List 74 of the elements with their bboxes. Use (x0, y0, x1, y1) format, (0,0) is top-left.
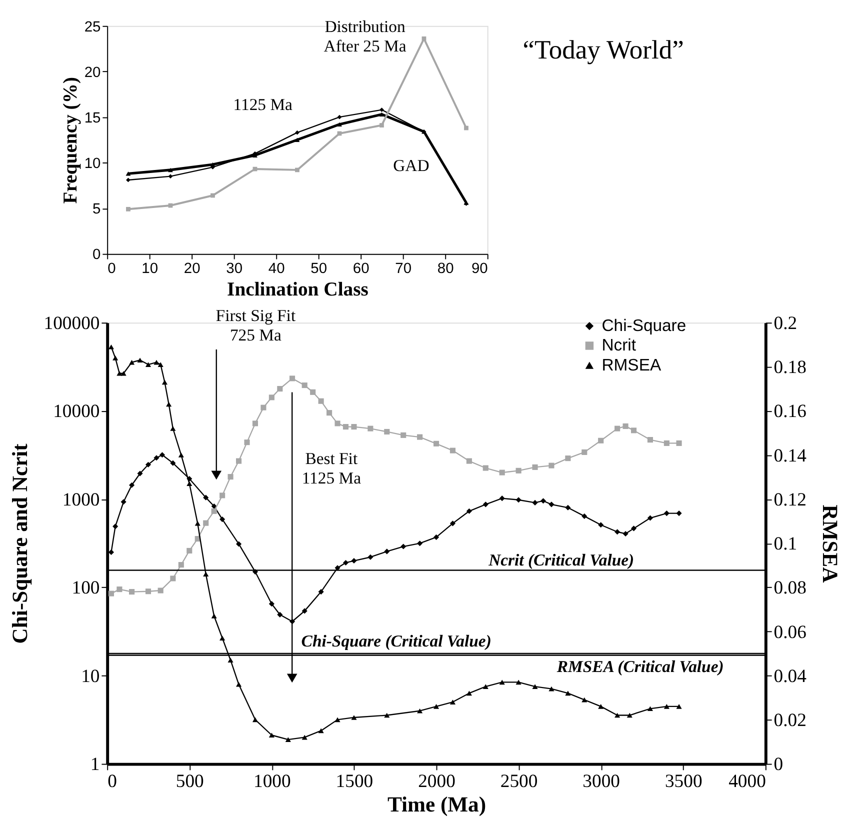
x-tick-label: 0 (108, 770, 117, 792)
y-tick-label: 10 (81, 666, 100, 687)
x-tick-label: 70 (395, 261, 412, 277)
point (380, 108, 384, 112)
x-tick-label: 1500 (336, 770, 374, 792)
x-axis-title: Time (Ma) (387, 792, 486, 816)
legend-label: Ncrit (602, 336, 636, 355)
text: “Today World” (522, 34, 684, 64)
y-tick-label: 15 (84, 110, 101, 126)
point (337, 114, 342, 120)
x-tick-label: 40 (268, 261, 285, 277)
y-tick-label: 10000 (53, 401, 100, 422)
ref-line-label: Ncrit (Critical Value) (488, 550, 634, 570)
point (210, 193, 215, 198)
x-tick-label: 500 (176, 770, 204, 792)
point (422, 36, 426, 41)
y-tick-label: 20 (84, 64, 101, 81)
y2-tick-label: 0.08 (774, 578, 806, 599)
point (294, 138, 300, 142)
y-tick-label: 1000 (62, 489, 100, 510)
y2-axis-title: RMSEA (818, 504, 842, 584)
y2-tick-label: 0 (774, 754, 784, 776)
y-tick-label: 100 (72, 578, 100, 599)
x-tick-label: 2500 (500, 770, 538, 792)
x-tick-label: 4000 (728, 770, 766, 792)
annotation: First Sig Fit 725 Ma (216, 306, 296, 345)
y2-tick-label: 0.18 (774, 357, 806, 378)
y-axis-title: Frequency (%) (59, 76, 82, 204)
point (126, 206, 130, 212)
x-tick-label: 30 (226, 261, 243, 277)
y-tick-label: 0 (92, 247, 101, 264)
point (295, 130, 300, 135)
series-label: 1125 Ma (233, 94, 294, 114)
series-label: Distribution After 25 Ma (324, 16, 407, 56)
x-tick-label: 3000 (582, 770, 620, 792)
point (464, 126, 468, 130)
x-tick-label: 90 (471, 261, 488, 277)
y2-tick-label: 0.04 (774, 666, 808, 687)
ref-line-label: RMSEA (Critical Value) (556, 657, 724, 676)
y2-tick-label: 0.1 (774, 534, 798, 555)
x-tick-label: 2000 (418, 770, 456, 792)
y2-tick-label: 0.12 (774, 489, 806, 510)
point (126, 178, 130, 182)
legend-label: RMSEA (602, 355, 662, 374)
y-tick-label: 5 (92, 202, 101, 218)
x-tick-label: 60 (352, 261, 370, 277)
y2-tick-label: 0.2 (774, 313, 798, 334)
y-tick-label: 10 (84, 156, 101, 172)
annotation: Best Fit 1125 Ma (302, 448, 362, 488)
point (295, 168, 300, 172)
legend-label: Chi-Square (602, 316, 686, 335)
y-tick-label: 100000 (44, 313, 100, 334)
x-tick-label: 80 (437, 261, 454, 277)
y-tick-label: 1 (90, 754, 100, 776)
x-tick-label: 10 (142, 261, 158, 277)
y-tick-label: 25 (84, 19, 101, 36)
y2-tick-label: 0.06 (774, 622, 806, 643)
series-label: GAD (393, 156, 430, 175)
x-tick-label: 0 (108, 261, 116, 277)
x-tick-label: 3500 (664, 770, 702, 792)
point (168, 168, 173, 172)
x-tick-label: 50 (310, 261, 328, 277)
x-tick-label: 1000 (254, 770, 291, 792)
x-tick-label: 20 (184, 261, 200, 277)
y2-tick-label: 0.14 (774, 445, 808, 466)
y2-tick-label: 0.02 (774, 710, 806, 732)
point (380, 123, 384, 128)
point (168, 174, 173, 179)
y-axis-title: Chi-Square and Ncrit (8, 442, 32, 644)
point (379, 112, 384, 116)
x-axis-title: Inclination Class (227, 278, 369, 301)
ref-line-label: Chi-Square (Critical Value) (301, 631, 492, 650)
point (337, 122, 342, 126)
y2-tick-label: 0.16 (774, 401, 806, 422)
